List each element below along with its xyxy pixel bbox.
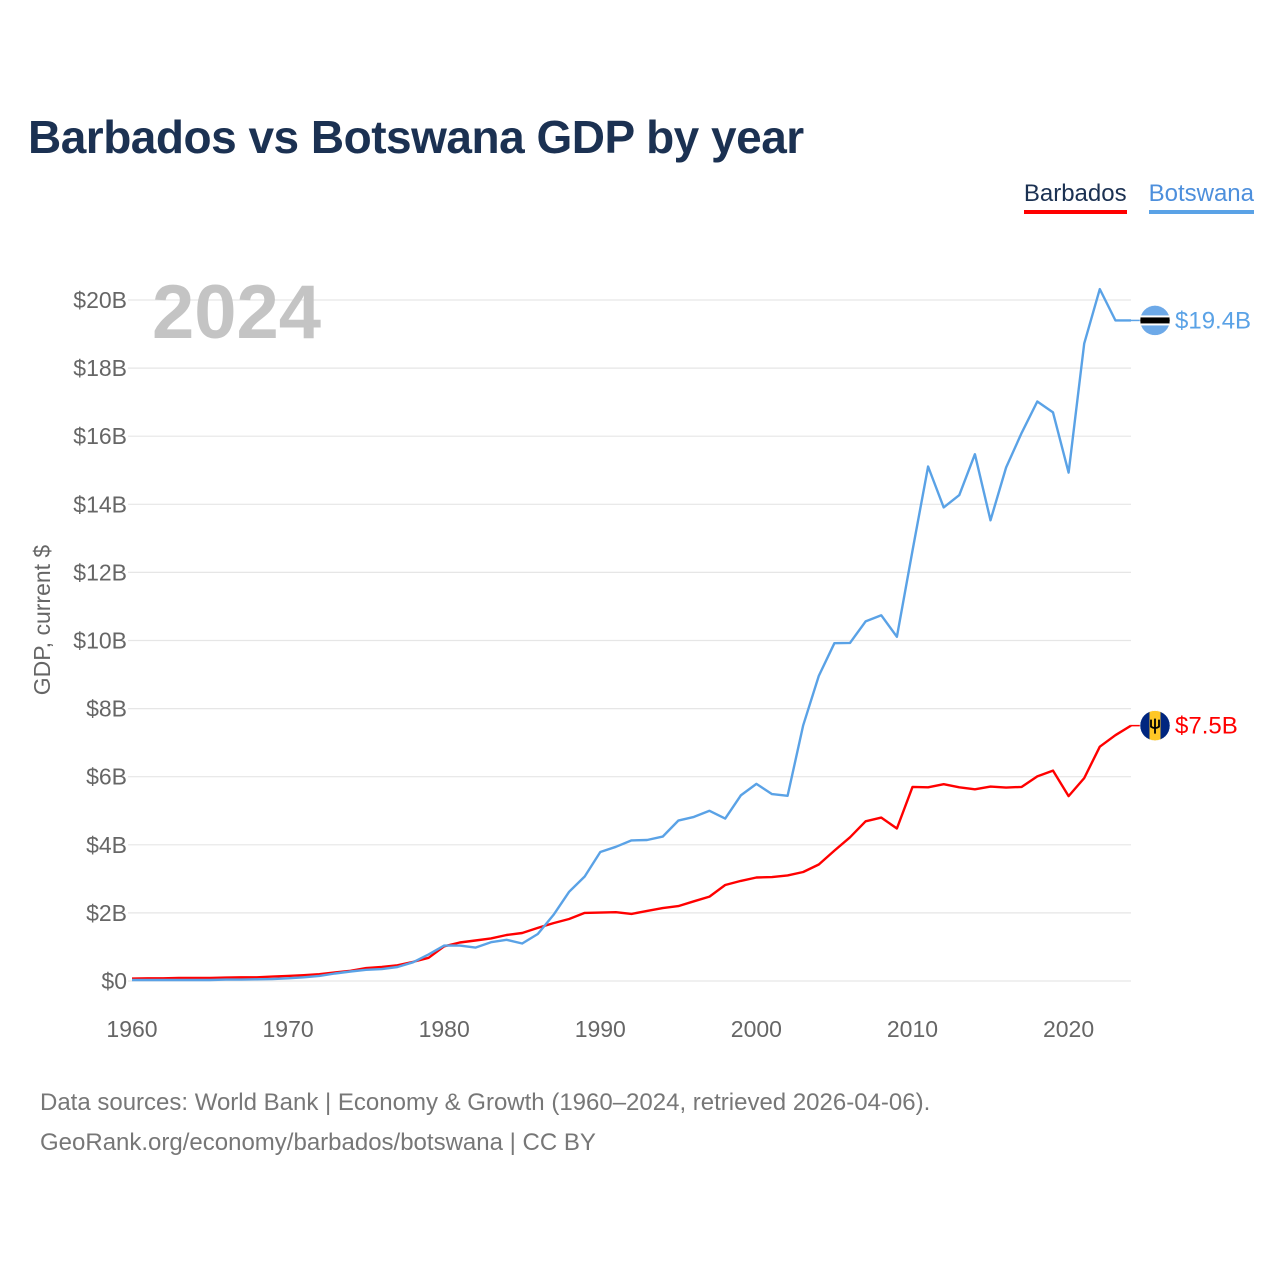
legend-item-barbados[interactable]: Barbados [1023, 180, 1127, 214]
y-tick-label: $10B [73, 628, 127, 654]
series-line-barbados[interactable] [131, 724, 1132, 980]
barbados-flag-icon [1139, 710, 1171, 741]
legend-item-botswana[interactable]: Botswana [1148, 180, 1254, 214]
y-tick-label: $12B [73, 559, 127, 585]
series-lines [131, 287, 1132, 982]
y-tick-label: $20B [73, 287, 127, 313]
y-axis-ticks: $0 $2B $4B $6B $8B $10B $12B $14B $16B $18B $20B [73, 287, 127, 994]
y-axis-title: GDP, current $ [29, 545, 55, 696]
x-tick-label: 2020 [1043, 1016, 1094, 1042]
x-tick-label: 1970 [263, 1016, 314, 1042]
footer: Data sources: World Bank | Economy & Gro… [40, 1083, 930, 1163]
footer-credit: GeoRank.org/economy/barbados/botswana | … [40, 1129, 596, 1156]
y-tick-label: $2B [86, 900, 127, 926]
x-axis-ticks: 1960 1970 1980 1990 2000 2010 2020 [106, 1016, 1094, 1042]
grid-lines [128, 299, 1131, 982]
series-endpoints: $7.5B $19.4B [1131, 305, 1251, 741]
chart-title: Barbados vs Botswana GDP by year [28, 111, 804, 163]
x-tick-label: 2010 [887, 1016, 938, 1042]
series-line-botswana[interactable] [132, 287, 1131, 982]
legend: Barbados Botswana [1023, 180, 1254, 214]
line-chart: 2024 GDP, current $ $0 $2B $4B $6B $8B $10B $1… [29, 270, 1251, 1042]
x-tick-label: 2000 [731, 1016, 782, 1042]
y-tick-label: $6B [86, 764, 127, 790]
y-tick-label: $16B [73, 423, 127, 449]
x-tick-label: 1980 [419, 1016, 470, 1042]
x-tick-label: 1960 [106, 1016, 157, 1042]
endpoint-label-barbados: $7.5B [1175, 713, 1238, 740]
year-watermark: 2024 [152, 270, 321, 355]
botswana-flag-icon [1139, 305, 1171, 336]
footer-sources: Data sources: World Bank | Economy & Gro… [40, 1089, 931, 1116]
y-tick-label: $8B [86, 696, 127, 722]
x-tick-label: 1990 [575, 1016, 626, 1042]
y-tick-label: $4B [86, 832, 127, 858]
endpoint-label-botswana: $19.4B [1175, 307, 1251, 334]
y-tick-label: $14B [73, 491, 127, 517]
y-tick-label: $0 [101, 968, 127, 994]
y-tick-label: $18B [73, 355, 127, 381]
